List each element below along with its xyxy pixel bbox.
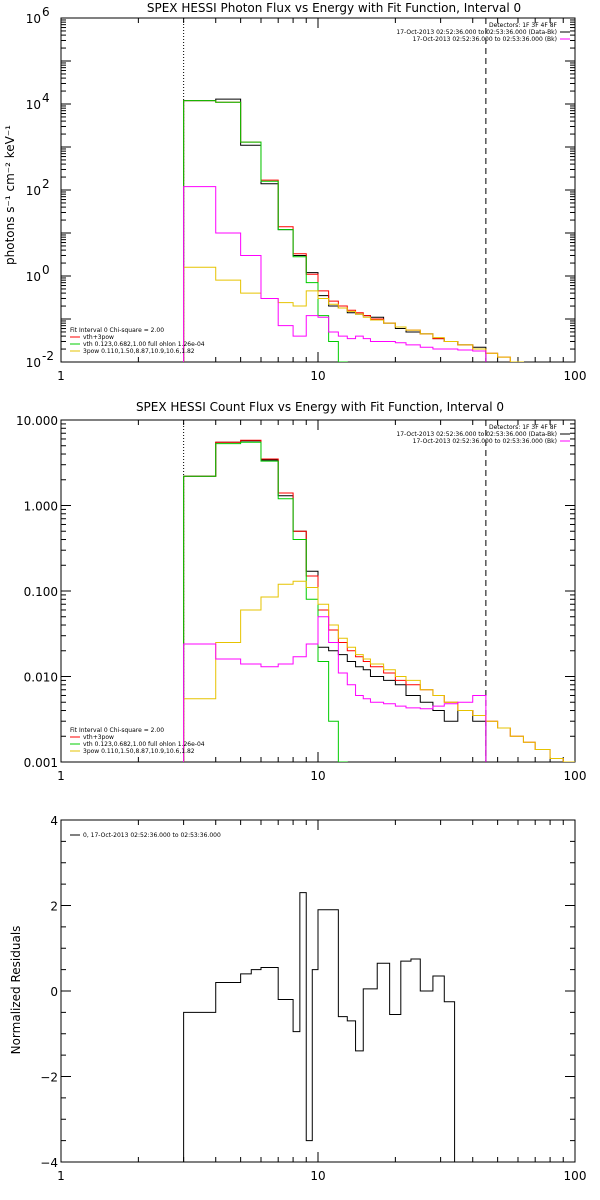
x-tick-label: 10 [310, 769, 325, 783]
y-tick-exponent: 6 [42, 5, 50, 19]
photon-flux-y-axis-label: photons s⁻¹ cm⁻² keV⁻¹ [3, 125, 17, 265]
legend-entry-label: vth+3pow [83, 334, 114, 341]
legend-entry-label: 0, 17-Oct-2013 02:52:36.000 to 02:53:36.… [83, 832, 221, 839]
y-tick-label: 1.000 [24, 500, 58, 514]
y-tick-label: −2 [40, 1071, 58, 1085]
count-flux-panel: SPEX HESSI Count Flux vs Energy with Fit… [16, 400, 586, 783]
legend-entry-label: Fit Interval 0 Chi-square = 2.00 [70, 327, 164, 334]
y-tick-label: 10 [26, 12, 41, 26]
series-3pow-line [183, 266, 524, 362]
legend-entry-label: 3pow 0.110,1.50,8.87,10.9,10.6,1.82 [83, 348, 195, 355]
y-tick-label: −4 [40, 1156, 58, 1170]
y-tick-label: 2 [50, 900, 58, 914]
legend-entry-label: 3pow 0.110,1.50,8.87,10.9,10.6,1.82 [83, 748, 195, 755]
legend-entry-label: Fit Interval 0 Chi-square = 2.00 [70, 727, 164, 734]
y-tick-label: 0.001 [24, 756, 58, 770]
legend-entry-label: vth 0.123,0.682,1.00 full ohlon 1.26e-04 [83, 741, 205, 748]
series-vth-line [183, 441, 348, 762]
x-tick-label: 100 [564, 769, 587, 783]
legend-entry-label: 17-Oct-2013 02:52:36.000 to 02:53:36.000… [413, 36, 557, 43]
x-tick-label: 10 [310, 369, 325, 383]
x-tick-label: 1 [57, 769, 65, 783]
y-tick-exponent: 2 [42, 177, 50, 191]
series-3pow-line [183, 580, 575, 762]
y-tick-label: 10.000 [16, 414, 58, 428]
y-tick-label: 10 [26, 184, 41, 198]
legend-bottom-left: Fit Interval 0 Chi-square = 2.00vth+3pow… [70, 327, 205, 355]
x-tick-label: 100 [564, 1169, 587, 1183]
y-tick-label: 0.100 [24, 585, 58, 599]
plot-frame [60, 819, 576, 1163]
series-vth-line [183, 100, 348, 362]
series-bk-line [183, 616, 487, 762]
photon-flux-title: SPEX HESSI Photon Flux vs Energy with Fi… [147, 1, 521, 15]
legend-entry-label: Detectors: 1F 3F 4F 8F [489, 22, 558, 29]
legend-entry-label: vth 0.123,0.682,1.00 full ohlon 1.26e-04 [83, 341, 205, 348]
y-tick-label: 10 [26, 356, 41, 370]
x-tick-label: 1 [57, 369, 65, 383]
count-flux-title: SPEX HESSI Count Flux vs Energy with Fit… [136, 400, 504, 414]
x-tick-label: 1 [57, 1169, 65, 1183]
y-tick-exponent: -2 [42, 349, 54, 363]
residuals-plot-area: 1 10 100 −4 −2 0 2 4 0, 17-Oct-2013 02:52:36.000… [40, 814, 586, 1183]
legend-entry-label: vth+3pow [83, 734, 114, 741]
x-tick-label: 10 [310, 1169, 325, 1183]
legend-entry-label: 17-Oct-2013 02:52:36.000 to 02:53:36.000… [396, 29, 557, 36]
y-tick-label: 10 [26, 98, 41, 112]
y-tick-label: 10 [26, 270, 41, 284]
series-residuals-line [183, 892, 456, 1162]
legend-entry-label: 17-Oct-2013 02:52:36.000 to 02:53:36.000… [413, 438, 557, 445]
series-data-bk-line [183, 440, 487, 762]
series-vth-3pow-line [183, 100, 524, 362]
y-tick-label: 4 [50, 814, 58, 828]
legend-top-left: 0, 17-Oct-2013 02:52:36.000 to 02:53:36.… [70, 832, 221, 839]
y-tick-exponent: 4 [42, 91, 50, 105]
y-tick-label: 0 [50, 985, 58, 999]
legend-bottom-left: Fit Interval 0 Chi-square = 2.00vth+3pow… [70, 727, 205, 755]
series-vth-3pow-line [183, 439, 575, 762]
legend-entry-label: Detectors: 1F 3F 4F 8F [489, 424, 558, 431]
x-tick-label: 100 [564, 369, 587, 383]
legend-entry-label: 17-Oct-2013 02:52:36.000 to 02:53:36.000… [396, 431, 557, 438]
series-group [183, 892, 456, 1162]
series-group [183, 98, 524, 362]
y-tick-label: 0.010 [24, 671, 58, 685]
residuals-y-axis-label: Normalized Residuals [9, 926, 23, 1055]
count-flux-plot-area: 1 10 100 0.001 0.010 0.100 1.000 10.000 Detector… [16, 414, 586, 783]
y-tick-exponent: 0 [42, 263, 50, 277]
residuals-panel: 1 10 100 −4 −2 0 2 4 0, 17-Oct-2013 02:52:36.000… [9, 814, 586, 1183]
series-group [183, 439, 575, 762]
series-bk-line [183, 186, 487, 362]
photon-flux-panel: SPEX HESSI Photon Flux vs Energy with Fi… [3, 1, 586, 383]
